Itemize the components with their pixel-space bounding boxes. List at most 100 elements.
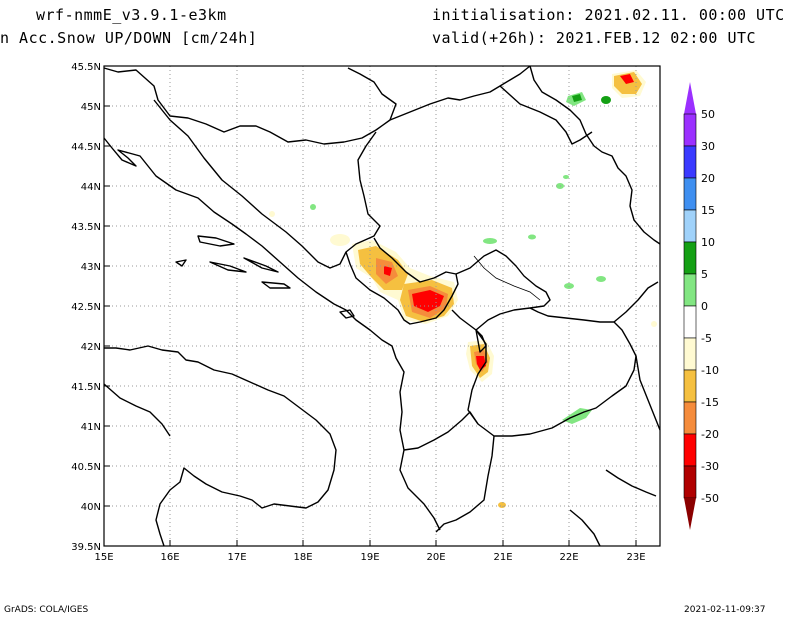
colorbar-cell	[683, 433, 697, 467]
lon-labels: 15E 16E 17E 18E 19E 20E 21E 22E 23E	[94, 552, 645, 563]
lon-label: 16E	[160, 552, 179, 563]
patch-green-3	[483, 238, 497, 244]
colorbar-label: 50	[701, 108, 715, 121]
italy-coast	[104, 345, 337, 547]
patch-small-4	[651, 321, 657, 327]
colorbar-cell	[683, 369, 697, 403]
valid-time: valid(+26h): 2021.FEB.12 02:00 UTC	[432, 29, 757, 47]
montenegro-border	[345, 237, 459, 325]
island-2	[175, 259, 187, 267]
lat-label: 45N	[81, 102, 101, 113]
colorbar-label: -5	[701, 332, 712, 345]
colorbar-cell	[683, 241, 697, 275]
romania-border	[499, 85, 593, 145]
field-title: n Acc.Snow UP/DOWN [cm/24h]	[0, 29, 258, 47]
lat-label: 40.5N	[71, 462, 101, 473]
colorbar-cell	[683, 401, 697, 435]
lon-label: 18E	[293, 552, 312, 563]
patch-green-1b	[572, 94, 582, 102]
lat-label: 43N	[81, 262, 101, 273]
patch-green-9	[310, 204, 316, 210]
colorbar-label: 30	[701, 140, 715, 153]
footer-credit: GrADS: COLA/IGES	[4, 605, 89, 615]
croatia-north	[103, 67, 397, 145]
colorbar-cell	[683, 465, 697, 499]
albania-greece	[403, 411, 479, 451]
patch-green-7	[596, 276, 606, 282]
coastlines-borders	[103, 65, 661, 547]
colorbar-label: -15	[701, 396, 719, 409]
colorbar-label: 10	[701, 236, 715, 249]
serbia-north	[389, 65, 531, 121]
patch-ne-red	[620, 74, 634, 84]
aegean-coast	[569, 509, 601, 547]
model-title: wrf-nmmE_v3.9.1-e3km	[36, 6, 227, 24]
lon-label: 17E	[227, 552, 246, 563]
serbia-east	[529, 65, 661, 245]
lat-label: 43.5N	[71, 222, 101, 233]
adriatic-east-coast	[103, 137, 441, 531]
grid-lines	[104, 66, 660, 546]
colorbar-label: 5	[701, 268, 708, 281]
greece-east	[635, 355, 661, 431]
lon-label: 15E	[94, 552, 113, 563]
patch-small-1	[330, 234, 350, 246]
patch-red-2	[384, 266, 392, 276]
colorbar-cell	[683, 145, 697, 179]
colorbar-label: -50	[701, 492, 719, 505]
lon-label: 22E	[559, 552, 578, 563]
colorbar-cell	[683, 209, 697, 243]
lat-label: 44N	[81, 182, 101, 193]
patch-green-6	[563, 175, 569, 179]
init-time: initialisation: 2021.02.11. 00:00 UTC	[432, 6, 785, 24]
colorbar-cell	[683, 273, 697, 307]
bulgaria-border	[613, 281, 659, 323]
island-4	[243, 257, 279, 273]
inner-borders	[473, 255, 541, 301]
map-area	[103, 65, 661, 547]
colorbar-label: 0	[701, 300, 708, 313]
lat-label: 40N	[81, 502, 101, 513]
patch-small-2	[269, 211, 275, 217]
patch-green-2	[601, 96, 611, 104]
lake-ohrid	[475, 329, 487, 353]
colorbar-label: -10	[701, 364, 719, 377]
lat-label: 42N	[81, 342, 101, 353]
lon-label: 21E	[493, 552, 512, 563]
lon-label: 23E	[626, 552, 645, 563]
colorbar-bottom-arrow	[684, 498, 696, 530]
lat-label: 42.5N	[71, 302, 101, 313]
lon-label: 19E	[360, 552, 379, 563]
colorbar-label: 20	[701, 172, 715, 185]
colorbar-label: -20	[701, 428, 719, 441]
lon-label: 20E	[426, 552, 445, 563]
colorbar-label: 15	[701, 204, 715, 217]
lat-label: 41.5N	[71, 382, 101, 393]
colorbar-top-arrow	[684, 82, 696, 114]
island-5	[261, 281, 291, 289]
greece-south	[605, 469, 657, 497]
snow-patches	[269, 70, 657, 508]
bosnia-border	[153, 99, 381, 269]
lat-label: 41N	[81, 422, 101, 433]
lat-label: 39.5N	[71, 542, 101, 553]
island-6	[339, 309, 355, 319]
colorbar-label: -30	[701, 460, 719, 473]
tick-marks	[103, 65, 637, 546]
colorbar-labels: 50 30 20 15 10 5 0 -5 -10 -15 -20 -30 -5…	[701, 108, 719, 505]
colorbar-cell	[683, 177, 697, 211]
patch-green-4	[528, 234, 536, 240]
island-1	[197, 235, 235, 247]
lat-label: 45.5N	[71, 62, 101, 73]
colorbar-cell	[683, 113, 697, 147]
island-3	[209, 261, 247, 273]
colorbar-cell	[683, 305, 697, 339]
lat-label: 44.5N	[71, 142, 101, 153]
footer-timestamp: 2021-02-11-09:37	[684, 605, 766, 615]
patch-small-3	[498, 502, 506, 508]
colorbar-cells	[683, 113, 697, 499]
greece-border	[435, 435, 495, 533]
italy-heel	[103, 383, 171, 437]
colorbar: 50 30 20 15 10 5 0 -5 -10 -15 -20 -30 -5…	[683, 82, 719, 530]
